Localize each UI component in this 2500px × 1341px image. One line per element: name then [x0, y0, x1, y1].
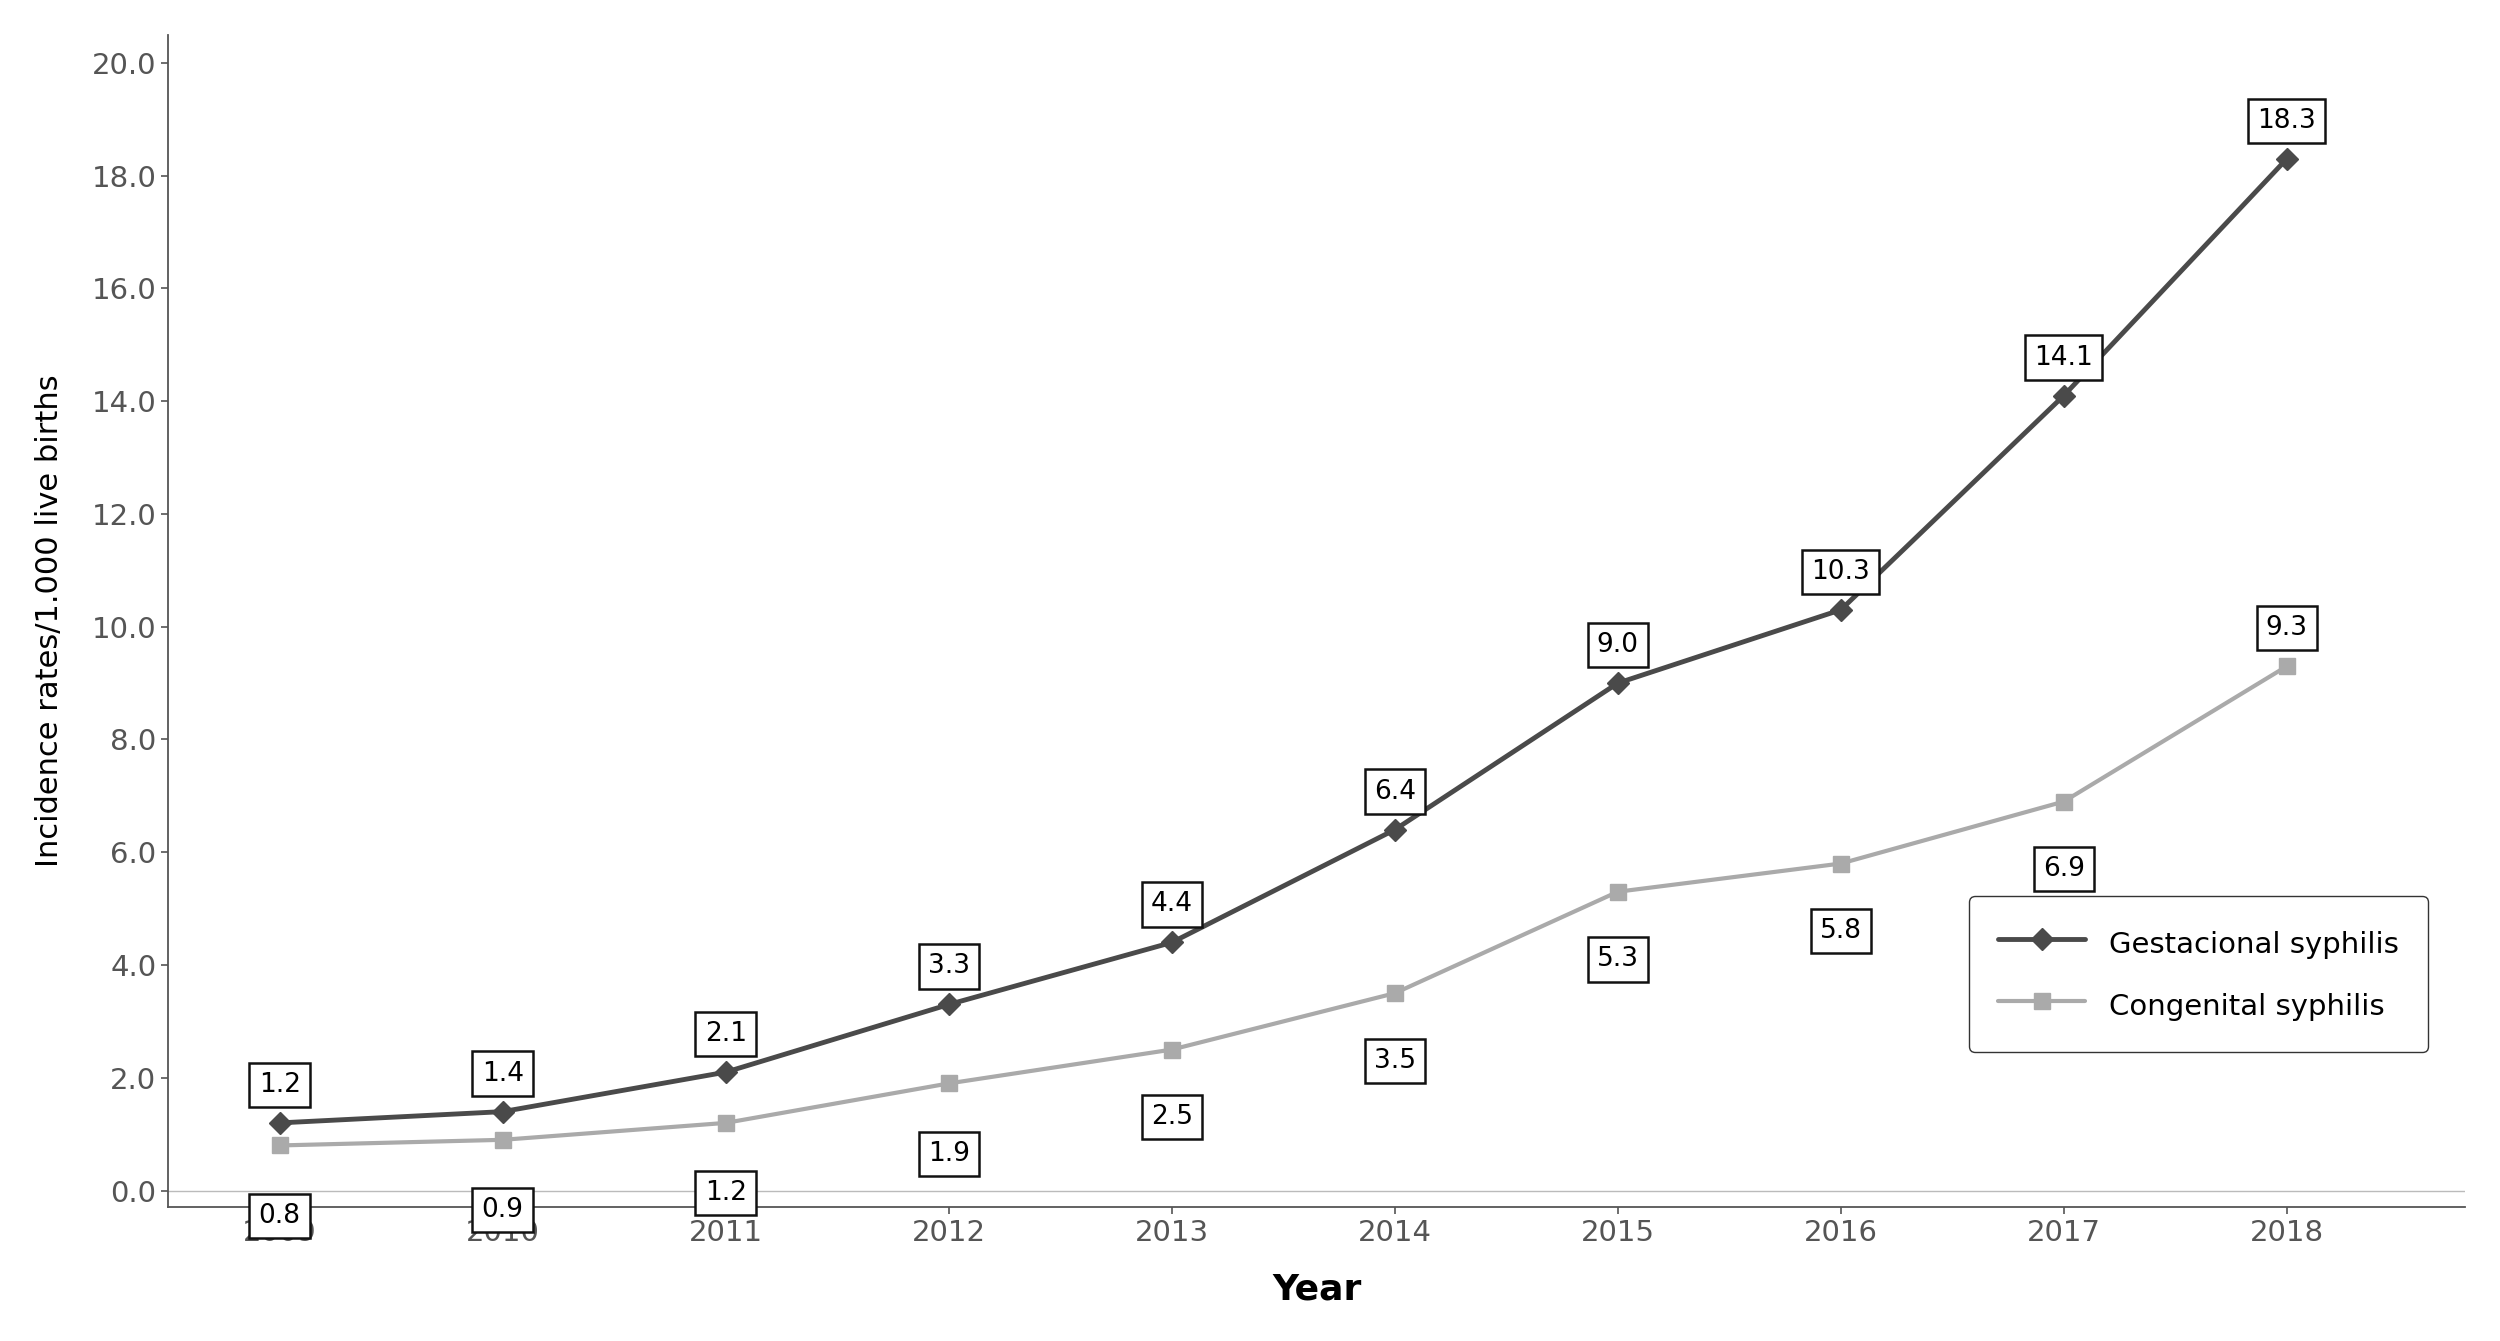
Text: 1.2: 1.2	[705, 1180, 747, 1207]
Congenital syphilis	[2272, 658, 2302, 675]
Text: 2.5: 2.5	[1150, 1104, 1192, 1130]
Congenital syphilis	[1380, 986, 1410, 1002]
Text: 0.8: 0.8	[258, 1203, 300, 1228]
Gestacional syphilis	[2272, 150, 2302, 166]
Text: 9.3: 9.3	[2265, 616, 2308, 641]
Text: 2.1: 2.1	[705, 1021, 747, 1047]
Line: Gestacional syphilis: Gestacional syphilis	[272, 152, 2295, 1130]
Text: 6.9: 6.9	[2042, 856, 2085, 882]
Text: 1.4: 1.4	[482, 1061, 522, 1086]
Congenital syphilis	[2050, 794, 2080, 810]
Line: Congenital syphilis: Congenital syphilis	[272, 658, 2295, 1153]
Legend: Gestacional syphilis, Congenital syphilis: Gestacional syphilis, Congenital syphili…	[1968, 896, 2428, 1053]
Gestacional syphilis	[1602, 675, 1632, 691]
Gestacional syphilis	[488, 1104, 518, 1120]
Y-axis label: Incidence rates/1.000 live births: Incidence rates/1.000 live births	[35, 374, 62, 868]
Congenital syphilis	[932, 1075, 962, 1092]
Text: 5.8: 5.8	[1820, 919, 1862, 944]
Congenital syphilis	[488, 1132, 518, 1148]
Congenital syphilis	[710, 1114, 740, 1130]
Gestacional syphilis	[2050, 388, 2080, 404]
Text: 3.3: 3.3	[928, 953, 970, 979]
Gestacional syphilis	[1825, 602, 1855, 618]
Congenital syphilis	[1158, 1042, 1188, 1058]
Congenital syphilis	[265, 1137, 295, 1153]
Text: 0.9: 0.9	[482, 1198, 522, 1223]
Text: 5.3: 5.3	[1598, 947, 1640, 972]
Gestacional syphilis	[265, 1114, 295, 1130]
Text: 4.4: 4.4	[1150, 892, 1192, 917]
Text: 6.4: 6.4	[1375, 779, 1415, 805]
Text: 18.3: 18.3	[2258, 107, 2315, 134]
Text: 3.5: 3.5	[1375, 1047, 1415, 1074]
Congenital syphilis	[1825, 856, 1855, 872]
Gestacional syphilis	[710, 1065, 740, 1081]
X-axis label: Year: Year	[1272, 1273, 1362, 1306]
Text: 1.2: 1.2	[258, 1071, 300, 1098]
Gestacional syphilis	[1158, 935, 1188, 951]
Gestacional syphilis	[932, 996, 962, 1012]
Text: 10.3: 10.3	[1812, 559, 1870, 585]
Text: 9.0: 9.0	[1598, 632, 1640, 658]
Text: 1.9: 1.9	[928, 1141, 970, 1167]
Gestacional syphilis	[1380, 822, 1410, 838]
Text: 14.1: 14.1	[2035, 345, 2092, 370]
Congenital syphilis	[1602, 884, 1632, 900]
